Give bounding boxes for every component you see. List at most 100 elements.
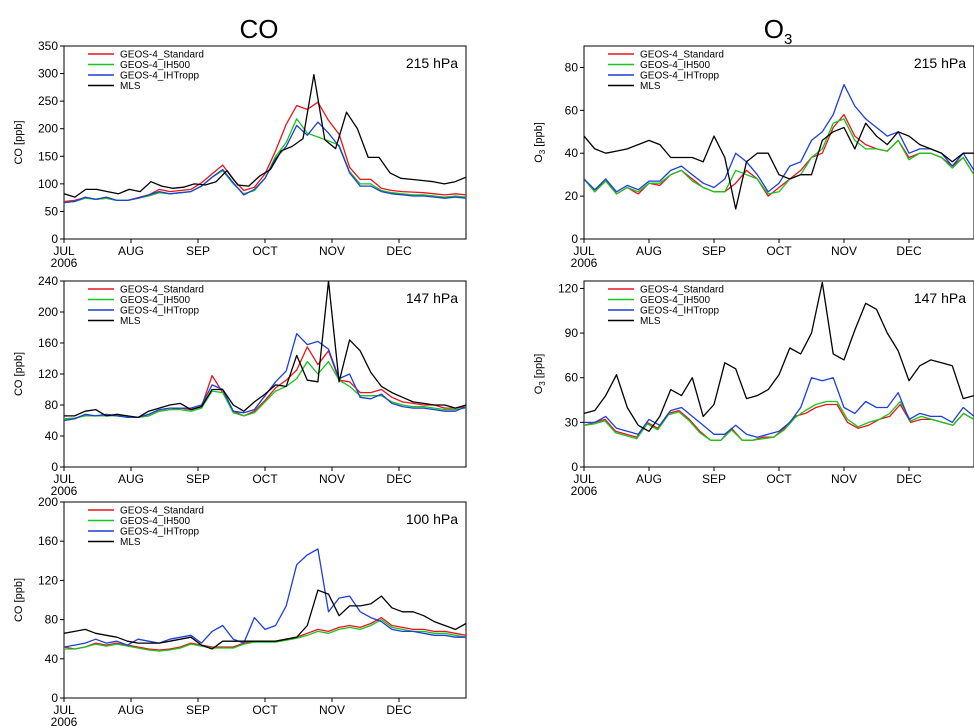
legend-entry: GEOS-4_Standard — [640, 50, 724, 61]
x-tick-year-label: 2006 — [571, 256, 598, 270]
x-tick-label: DEC — [896, 244, 922, 258]
y-axis-label-unit: [ppb] — [533, 122, 545, 150]
y-tick-label: 40 — [565, 146, 579, 160]
series-line-geos-4_ihtropp — [64, 333, 466, 422]
x-tick-label: JUL — [53, 244, 75, 258]
x-tick-label: JUL — [53, 703, 75, 717]
legend-entry: GEOS-4_IH500 — [120, 60, 190, 71]
co-column-title: CO — [240, 14, 279, 44]
x-tick-label: SEP — [186, 703, 210, 717]
series-line-mls — [64, 74, 466, 198]
x-tick-label: DEC — [386, 703, 412, 717]
legend-entry: GEOS-4_IHTropp — [640, 71, 720, 82]
x-tick-label: DEC — [386, 244, 412, 258]
series-line-geos-4_ih500 — [64, 618, 466, 652]
x-tick-label: OCT — [252, 472, 278, 486]
x-tick-label: AUG — [118, 703, 144, 717]
x-tick-label: NOV — [319, 703, 345, 717]
legend-entry: GEOS-4_Standard — [640, 285, 724, 296]
x-tick-label: AUG — [636, 244, 662, 258]
legend-entry: GEOS-4_IH500 — [120, 516, 190, 527]
y-tick-label: 100 — [38, 177, 58, 191]
y-tick-label: 60 — [565, 371, 579, 385]
y-axis-label-species: O — [533, 154, 545, 163]
series-line-geos-4_ihtropp — [584, 377, 974, 438]
series-line-geos-4_ih500 — [64, 360, 466, 420]
y-axis-label-unit: [ppb] — [533, 354, 545, 382]
y-axis-label: CO [ppb] — [13, 578, 25, 622]
x-tick-year-label: 2006 — [571, 484, 598, 498]
legend-entry: MLS — [120, 81, 141, 92]
y-tick-label: 120 — [38, 573, 58, 587]
x-tick-year-label: 2006 — [51, 715, 78, 726]
y-tick-label: 80 — [45, 613, 59, 627]
series-line-geos-4_standard — [584, 403, 974, 441]
legend-entry: GEOS-4_Standard — [120, 285, 204, 296]
series-line-geos-4_ihtropp — [64, 548, 466, 648]
y-tick-label: 160 — [38, 534, 58, 548]
legend-entry: GEOS-4_Standard — [120, 50, 204, 61]
series-group — [64, 74, 466, 204]
legend-entry: GEOS-4_IH500 — [120, 295, 190, 306]
legend-entry: GEOS-4_IHTropp — [640, 306, 720, 317]
legend: GEOS-4_StandardGEOS-4_IH500GEOS-4_IHTrop… — [88, 50, 204, 92]
series-line-geos-4_ihtropp — [64, 121, 466, 204]
legend: GEOS-4_StandardGEOS-4_IH500GEOS-4_IHTrop… — [88, 506, 204, 548]
series-line-mls — [64, 281, 466, 419]
series-line-geos-4_ih500 — [584, 118, 974, 195]
legend: GEOS-4_StandardGEOS-4_IH500GEOS-4_IHTrop… — [88, 285, 204, 327]
x-tick-label: JUL — [573, 244, 595, 258]
y-axis-label: CO [ppb] — [13, 352, 25, 396]
series-line-mls — [584, 122, 974, 210]
series-group — [584, 281, 974, 441]
x-tick-label: SEP — [186, 472, 210, 486]
series-line-mls — [64, 589, 466, 650]
y-tick-label: 250 — [38, 94, 58, 108]
x-tick-label: SEP — [702, 472, 726, 486]
legend-entry: MLS — [120, 316, 141, 327]
x-tick-label: OCT — [252, 244, 278, 258]
legend-entry: GEOS-4_Standard — [120, 506, 204, 517]
legend-entry: MLS — [640, 316, 661, 327]
x-tick-year-label: 2006 — [51, 484, 78, 498]
series-line-mls — [584, 281, 974, 432]
y-tick-label: 80 — [45, 398, 59, 412]
y-axis-label: CO [ppb] — [13, 120, 25, 164]
legend-entry: MLS — [120, 537, 141, 548]
y-axis-label-subscript: 3 — [538, 381, 547, 386]
legend-entry: MLS — [640, 81, 661, 92]
y-axis-label-subscript: 3 — [538, 149, 547, 154]
x-tick-label: DEC — [896, 472, 922, 486]
y-tick-label: 0 — [571, 232, 578, 246]
legend: GEOS-4_StandardGEOS-4_IH500GEOS-4_IHTrop… — [608, 50, 724, 92]
y-tick-label: 240 — [38, 274, 58, 288]
o3-title-subscript: 3 — [784, 31, 792, 48]
y-tick-label: 30 — [565, 415, 579, 429]
x-tick-label: AUG — [118, 244, 144, 258]
pressure-level-label: 215 hPa — [914, 55, 966, 71]
y-tick-label: 0 — [571, 460, 578, 474]
x-tick-label: NOV — [319, 472, 345, 486]
pressure-level-label: 100 hPa — [406, 511, 458, 527]
x-tick-label: DEC — [386, 472, 412, 486]
series-line-geos-4_standard — [64, 101, 466, 203]
y-tick-label: 350 — [38, 39, 58, 53]
y-tick-label: 0 — [51, 232, 58, 246]
series-line-geos-4_ih500 — [584, 400, 974, 441]
y-tick-label: 200 — [38, 495, 58, 509]
x-tick-label: NOV — [831, 472, 857, 486]
y-tick-label: 80 — [565, 60, 579, 74]
x-tick-year-label: 2006 — [51, 256, 78, 270]
x-tick-label: AUG — [118, 472, 144, 486]
x-tick-label: SEP — [702, 244, 726, 258]
o3-column-title: O3 — [764, 14, 793, 48]
x-tick-label: OCT — [252, 703, 278, 717]
legend: GEOS-4_StandardGEOS-4_IH500GEOS-4_IHTrop… — [608, 285, 724, 327]
series-line-geos-4_standard — [64, 346, 466, 420]
legend-entry: GEOS-4_IH500 — [640, 60, 710, 71]
